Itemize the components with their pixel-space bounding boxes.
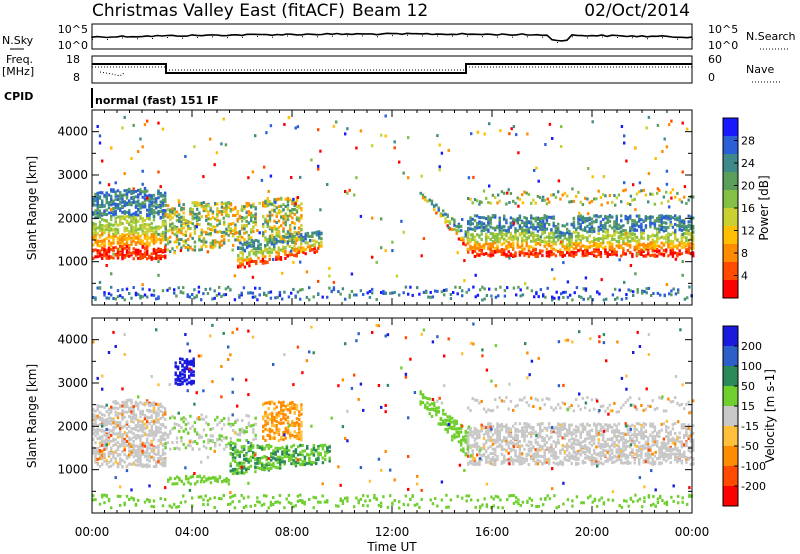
sky-panel: N.Sky 10^5 10^0 10^5 10^0 N.Search — [2, 23, 796, 52]
colorbar-tick-label: 4 — [741, 270, 748, 283]
sky-left-tick-bottom: 10^0 — [58, 39, 88, 52]
colorbar-tick-label: 8 — [741, 247, 748, 260]
colorbar-swatch — [723, 154, 738, 173]
colorbar-tick-label: -50 — [741, 440, 759, 453]
power-panel: 1000 2000 3000 4000 Slant Range [km] 4 8 12 16… — [25, 109, 771, 306]
sky-left-label: N.Sky — [2, 34, 34, 47]
freq-right-tick-bottom: 0 — [708, 71, 715, 84]
colorbar-swatch — [723, 172, 738, 191]
sky-right-label: N.Search — [746, 30, 796, 43]
freq-early-dots — [99, 71, 125, 77]
colorbar-swatch — [723, 446, 738, 467]
colorbar-swatch — [723, 406, 738, 427]
colorbar-swatch — [723, 326, 738, 347]
colorbar-swatch — [723, 226, 738, 245]
y-tick-label: 1000 — [57, 255, 88, 269]
x-axis: 00:00 04:00 08:00 12:00 16:00 20:00 00:00 — [75, 110, 710, 539]
colorbar-tick-label: 15 — [741, 400, 755, 413]
colorbar-swatch — [723, 280, 738, 299]
x-tick-label: 08:00 — [275, 525, 310, 539]
freq-line — [92, 63, 692, 74]
colorbar-tick-label: -100 — [741, 460, 766, 473]
cpid-mode-text: normal (fast) 151 IF — [95, 94, 219, 107]
colorbar-swatch — [723, 426, 738, 447]
power-colorbar: 4 8 12 16 20 24 28 — [722, 117, 755, 299]
y-tick-label: 2000 — [57, 211, 88, 225]
x-tick-label: 12:00 — [375, 525, 410, 539]
colorbar-tick-label: 12 — [741, 225, 755, 238]
sky-right-tick-bottom: 10^0 — [708, 39, 738, 52]
x-tick-label: 16:00 — [475, 525, 510, 539]
colorbar-tick-label: 16 — [741, 202, 755, 215]
colorbar-swatch — [723, 366, 738, 387]
power-ticks: 1000 2000 3000 4000 — [57, 125, 692, 284]
sky-search-dots — [92, 34, 693, 43]
freq-left-tick-bottom: 8 — [73, 71, 80, 84]
sky-left-tick-top: 10^5 — [58, 23, 88, 36]
colorbar-tick-label: -200 — [741, 480, 766, 493]
colorbar-tick-label: 200 — [741, 340, 762, 353]
colorbar-swatch — [723, 118, 738, 137]
x-tick-label: 00:00 — [675, 525, 710, 539]
colorbar-tick-label: 100 — [741, 360, 762, 373]
colorbar-swatch — [723, 346, 738, 367]
colorbar-swatch — [723, 486, 738, 507]
colorbar-swatch — [723, 386, 738, 407]
y-tick-label: 2000 — [57, 419, 88, 433]
y-tick-label: 4000 — [57, 333, 88, 347]
velocity-scatter — [92, 322, 695, 510]
velocity-colorbar: 200 100 50 15 -15 -50 -100 -200 — [722, 325, 766, 507]
colorbar-swatch — [723, 244, 738, 263]
x-tick-label: 00:00 — [75, 525, 110, 539]
power-scatter — [92, 114, 695, 302]
colorbar-swatch — [723, 262, 738, 281]
x-tick-label: 20:00 — [575, 525, 610, 539]
colorbar-tick-label: 28 — [741, 135, 755, 148]
y-tick-label: 3000 — [57, 168, 88, 182]
colorbar-swatch — [723, 136, 738, 155]
station-title: Christmas Valley East (fitACF) — [92, 1, 345, 21]
colorbar-frame — [722, 325, 739, 507]
freq-right-tick-top: 60 — [708, 53, 722, 66]
beam-title: Beam 12 — [352, 1, 428, 21]
freq-panel: Freq. [MHz] 18 8 60 0 Nave — [2, 53, 780, 84]
cpid-label: CPID — [4, 90, 33, 103]
colorbar-tick-label: 50 — [741, 380, 755, 393]
freq-unit-label: [MHz] — [2, 65, 34, 78]
freq-left-tick-top: 18 — [66, 53, 80, 66]
velocity-colorbar-label: Velocity [m s-1] — [763, 369, 777, 463]
x-axis-label: Time UT — [366, 540, 417, 554]
power-colorbar-label: Power [dB] — [757, 175, 771, 240]
nave-label: Nave — [746, 63, 774, 76]
freq-frame — [91, 55, 693, 84]
colorbar-tick-label: 24 — [741, 157, 755, 170]
colorbar-swatch — [723, 208, 738, 227]
velocity-frame — [91, 317, 693, 514]
colorbar-swatch — [723, 190, 738, 209]
x-tick-label: 04:00 — [175, 525, 210, 539]
velocity-ticks: 1000 2000 3000 4000 — [57, 333, 692, 492]
y-tick-label: 1000 — [57, 463, 88, 477]
sky-noise-line — [91, 32, 693, 42]
colorbar-swatch — [723, 466, 738, 487]
sky-right-tick-top: 10^5 — [708, 23, 738, 36]
velocity-ylabel: Slant Range [km] — [25, 364, 39, 468]
colorbar-tick-label: -15 — [741, 420, 759, 433]
y-tick-label: 3000 — [57, 376, 88, 390]
cpid-panel: CPID normal (fast) 151 IF — [4, 88, 219, 108]
colorbar-tick-label: 20 — [741, 180, 755, 193]
power-ylabel: Slant Range [km] — [25, 156, 39, 260]
freq-label: Freq. — [6, 53, 33, 66]
velocity-panel: 1000 2000 3000 4000 Slant Range [km] 200 100… — [25, 317, 777, 514]
date-title: 02/Oct/2014 — [584, 1, 690, 21]
y-tick-label: 4000 — [57, 125, 88, 139]
